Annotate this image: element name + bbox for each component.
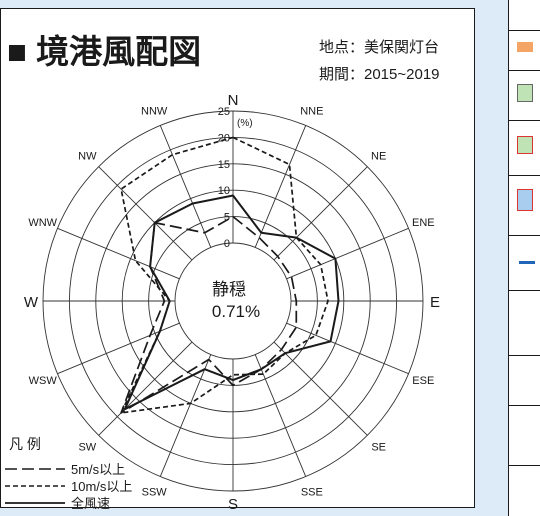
- green-swatch-icon: [517, 84, 533, 102]
- direction-label-sse: SSE: [301, 486, 323, 498]
- orange-swatch-icon: [517, 42, 533, 52]
- direction-label-s: S: [228, 496, 238, 509]
- direction-label-nnw: NNW: [141, 106, 168, 118]
- green-red-swatch-icon: [517, 136, 533, 154]
- spoke-wsw: [57, 322, 180, 375]
- spoke-ese: [286, 322, 409, 375]
- direction-label-ne: NE: [371, 150, 386, 162]
- legend-title: 凡 例: [9, 436, 41, 452]
- calm-label: 静穏: [212, 280, 246, 299]
- spoke-sse: [254, 354, 307, 477]
- direction-labels: N NNE NE ENE E ESE SE SSE S SSW SW WSW W WNW NW NNW: [24, 92, 440, 509]
- calm-value: 0.71%: [212, 302, 260, 321]
- direction-label-w: W: [24, 294, 39, 311]
- polar-grid: [42, 110, 424, 492]
- side-row: [509, 175, 540, 236]
- radial-tick-label: 0: [224, 238, 230, 250]
- side-row: [509, 290, 540, 356]
- direction-label-n: N: [228, 92, 239, 109]
- spoke-nne: [254, 125, 307, 248]
- series-line-1: [120, 215, 298, 414]
- side-row: [509, 0, 540, 31]
- side-row: [509, 405, 540, 466]
- period-label: 期間：2015~2019: [319, 66, 440, 83]
- side-row: [509, 235, 540, 291]
- radial-tick-label: 25: [218, 106, 230, 118]
- direction-label-sw: SW: [78, 442, 96, 454]
- radial-tick-label: 5: [224, 212, 230, 224]
- direction-label-ese: ESE: [412, 375, 434, 387]
- spoke-ene: [286, 227, 409, 280]
- direction-label-ssw: SSW: [142, 486, 168, 498]
- spoke-wnw: [57, 227, 180, 280]
- radial-tick-label: 15: [218, 159, 230, 171]
- spoke-se: [273, 341, 368, 436]
- flag-icon: [517, 189, 533, 211]
- direction-label-wsw: WSW: [29, 375, 58, 387]
- location-label: 地点：美保関灯台: [319, 39, 439, 56]
- direction-label-se: SE: [371, 442, 386, 454]
- direction-label-ene: ENE: [412, 217, 435, 229]
- grid-circle-0: [174, 242, 292, 360]
- direction-label-e: E: [430, 294, 440, 311]
- wind-rose-chart: 0 5 10 15 20 25 (%) N NNE NE ENE E ESE SE SSE S SSW SW WS…: [5, 33, 440, 509]
- spoke-ne: [273, 166, 368, 261]
- blue-line-icon: [519, 261, 535, 264]
- spoke-sw: [98, 341, 193, 436]
- radial-ticks: 0 5 10 15 20 25 (%): [218, 106, 253, 250]
- direction-label-nne: NNE: [300, 106, 323, 118]
- direction-label-nw: NW: [78, 150, 97, 162]
- series-line-2: [120, 136, 329, 414]
- legend-label-10ms: 10m/s以上: [71, 479, 132, 494]
- radial-tick-label: 10: [218, 185, 230, 197]
- radial-tick-label: 20: [218, 132, 230, 144]
- chart-title: ■ 境港風配図: [7, 33, 201, 70]
- spoke-nw: [98, 166, 193, 261]
- legend-label-5ms: 5m/s以上: [71, 462, 125, 477]
- direction-label-wnw: WNW: [28, 217, 57, 229]
- series-lines: [120, 136, 340, 414]
- side-row: [509, 355, 540, 406]
- wind-rose-panel: 0 5 10 15 20 25 (%) N NNE NE ENE E ESE SE SSE S SSW SW WS…: [0, 8, 475, 509]
- legend-label-all: 全風速: [71, 496, 110, 509]
- side-row: [509, 70, 540, 121]
- unit-label: (%): [237, 118, 253, 129]
- series-line-3: [123, 194, 340, 411]
- side-row: [509, 120, 540, 176]
- spoke-ssw: [159, 354, 212, 477]
- spoke-nnw: [159, 125, 212, 248]
- side-row: [509, 30, 540, 71]
- side-table: [508, 0, 540, 516]
